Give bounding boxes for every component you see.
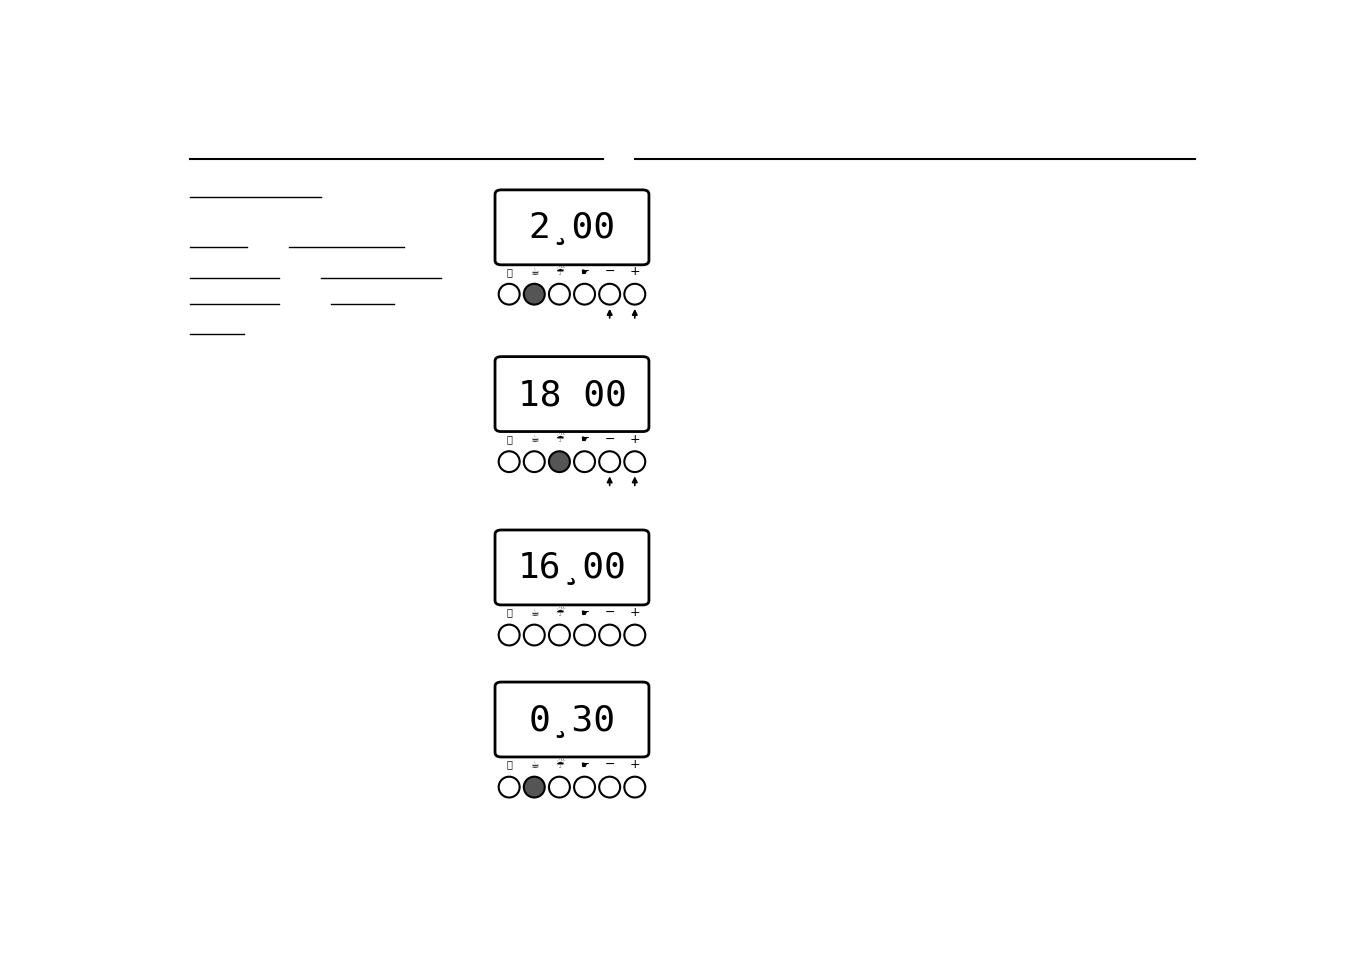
Text: ☕: ☕: [530, 759, 539, 769]
Text: 18 00: 18 00: [517, 377, 627, 412]
Text: ⛪: ⛪: [507, 759, 512, 769]
Text: ☕: ☕: [530, 434, 539, 444]
Text: ☛: ☛: [580, 267, 589, 276]
Ellipse shape: [600, 625, 620, 646]
Text: −: −: [604, 265, 615, 278]
Ellipse shape: [574, 777, 594, 798]
Text: ☔: ☔: [555, 267, 563, 276]
Text: ☛: ☛: [580, 434, 589, 444]
Ellipse shape: [624, 285, 646, 305]
Ellipse shape: [574, 625, 594, 646]
Text: ⛪: ⛪: [507, 267, 512, 276]
Ellipse shape: [624, 777, 646, 798]
Text: +: +: [630, 433, 640, 445]
Ellipse shape: [549, 452, 570, 473]
Ellipse shape: [600, 777, 620, 798]
Text: +: +: [630, 265, 640, 278]
Text: +: +: [630, 605, 640, 618]
Ellipse shape: [549, 285, 570, 305]
FancyBboxPatch shape: [494, 357, 648, 432]
Text: −: −: [604, 758, 615, 770]
Ellipse shape: [524, 452, 544, 473]
Text: ☕: ☕: [530, 267, 539, 276]
Text: 0¸30: 0¸30: [528, 702, 616, 737]
Ellipse shape: [524, 777, 544, 798]
Text: ☛: ☛: [580, 607, 589, 617]
Text: 2¸00: 2¸00: [528, 212, 616, 245]
Text: 16¸00: 16¸00: [517, 551, 627, 585]
Text: +: +: [630, 758, 640, 770]
Ellipse shape: [524, 625, 544, 646]
Ellipse shape: [549, 777, 570, 798]
Ellipse shape: [499, 452, 520, 473]
Ellipse shape: [600, 452, 620, 473]
FancyBboxPatch shape: [494, 531, 648, 605]
FancyBboxPatch shape: [494, 682, 648, 758]
Text: ⛪: ⛪: [507, 434, 512, 444]
FancyBboxPatch shape: [494, 191, 648, 266]
Text: ☔: ☔: [555, 607, 563, 617]
Ellipse shape: [499, 625, 520, 646]
Ellipse shape: [549, 625, 570, 646]
Text: ☛: ☛: [580, 759, 589, 769]
Text: ☔: ☔: [555, 434, 563, 444]
Ellipse shape: [574, 452, 594, 473]
Text: ☕: ☕: [530, 607, 539, 617]
Text: ☔: ☔: [555, 759, 563, 769]
Ellipse shape: [499, 777, 520, 798]
Ellipse shape: [524, 285, 544, 305]
Text: −: −: [604, 605, 615, 618]
Ellipse shape: [624, 452, 646, 473]
Ellipse shape: [499, 285, 520, 305]
Ellipse shape: [574, 285, 594, 305]
Text: −: −: [604, 433, 615, 445]
Ellipse shape: [600, 285, 620, 305]
Text: ⛪: ⛪: [507, 607, 512, 617]
Ellipse shape: [624, 625, 646, 646]
